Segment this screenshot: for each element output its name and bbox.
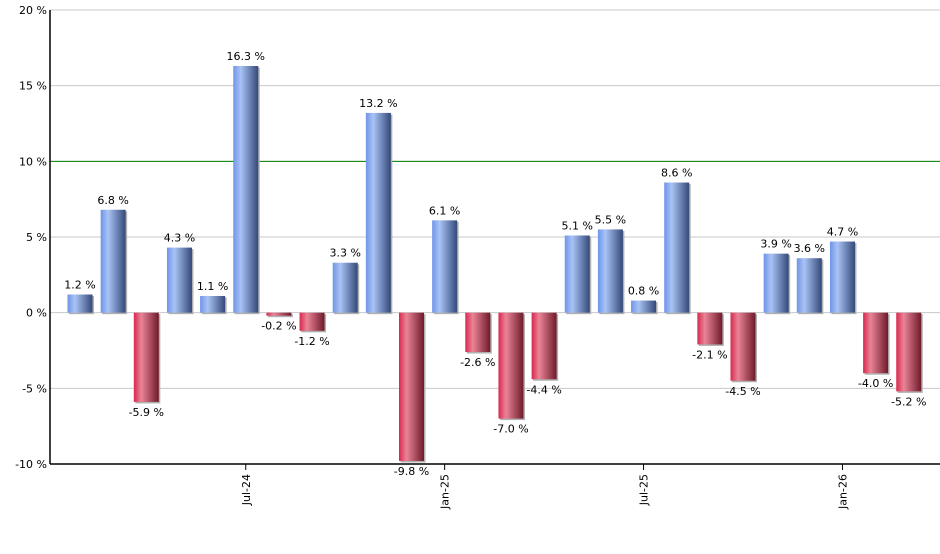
data-label: 13.2 %: [359, 97, 397, 110]
y-tick-label: 10 %: [19, 155, 47, 168]
bar: [796, 258, 822, 313]
data-label: 6.8 %: [97, 194, 128, 207]
data-label: 6.1 %: [429, 204, 460, 217]
data-label: 1.1 %: [197, 280, 228, 293]
bar: [896, 312, 922, 392]
data-label: 8.6 %: [661, 167, 692, 180]
x-tick-label: Jul-24: [240, 474, 253, 506]
y-tick-label: 15 %: [19, 80, 47, 93]
data-label: -4.0 %: [858, 377, 893, 390]
axes: -10 % -5 % 0 % 5 % 10 % 15 % 20 % Jul-24 Jan-25 J…: [15, 4, 940, 510]
data-label: -9.8 %: [394, 465, 429, 478]
bar: [631, 300, 657, 313]
data-label: -0.2 %: [261, 320, 296, 333]
data-label: 4.7 %: [827, 226, 858, 239]
bar: [166, 247, 192, 313]
data-label: 3.9 %: [760, 238, 791, 251]
data-label: 3.3 %: [329, 247, 360, 260]
bar: [332, 262, 358, 313]
y-tick-label: -10 %: [15, 458, 47, 471]
bar: [564, 235, 590, 313]
bar: [730, 312, 756, 381]
bar: [597, 229, 623, 313]
y-tick-label: 20 %: [19, 4, 47, 17]
data-label: -5.2 %: [891, 395, 926, 408]
bar: [299, 312, 325, 331]
gridlines: [50, 9, 940, 389]
bar: [133, 312, 159, 402]
bar: [266, 312, 292, 316]
bar: [465, 312, 491, 353]
data-label: 3.6 %: [794, 242, 825, 255]
data-label: -2.1 %: [692, 348, 727, 361]
data-label: 0.8 %: [628, 285, 659, 298]
bar: [365, 112, 391, 313]
bar: [531, 312, 557, 380]
bar: [697, 312, 723, 345]
bar: [399, 312, 424, 461]
y-tick-label: -5 %: [22, 382, 47, 395]
data-labels: 1.2 % 6.8 % -5.9 % 4.3 % 1.1 % 16.3 % -0.2 % -1…: [64, 50, 926, 478]
data-label: -2.6 %: [460, 356, 495, 369]
x-tick-label: Jul-25: [638, 474, 651, 506]
x-tick-label: Jan-25: [439, 474, 452, 510]
bar: [432, 220, 458, 313]
bar: [233, 65, 259, 313]
data-label: -4.4 %: [526, 383, 561, 396]
data-label: 1.2 %: [64, 279, 95, 292]
bar: [200, 296, 226, 313]
data-label: 16.3 %: [227, 50, 265, 63]
x-tick-label: Jan-26: [836, 474, 849, 510]
data-label: -1.2 %: [294, 335, 329, 348]
data-label: 5.5 %: [595, 213, 626, 226]
data-label: -4.5 %: [725, 385, 760, 398]
bar: [100, 209, 126, 313]
y-tick-label: 0 %: [26, 307, 47, 320]
bars: [67, 65, 923, 463]
y-tick-label: 5 %: [26, 231, 47, 244]
bar: [664, 182, 690, 313]
bar: [67, 294, 93, 313]
data-label: 5.1 %: [562, 219, 593, 232]
bar: [763, 253, 789, 313]
bar: [498, 312, 524, 419]
bar: [863, 312, 889, 374]
data-label: 4.3 %: [164, 232, 195, 245]
data-label: -5.9 %: [129, 406, 164, 419]
bar: [829, 241, 855, 313]
data-label: -7.0 %: [493, 423, 528, 436]
